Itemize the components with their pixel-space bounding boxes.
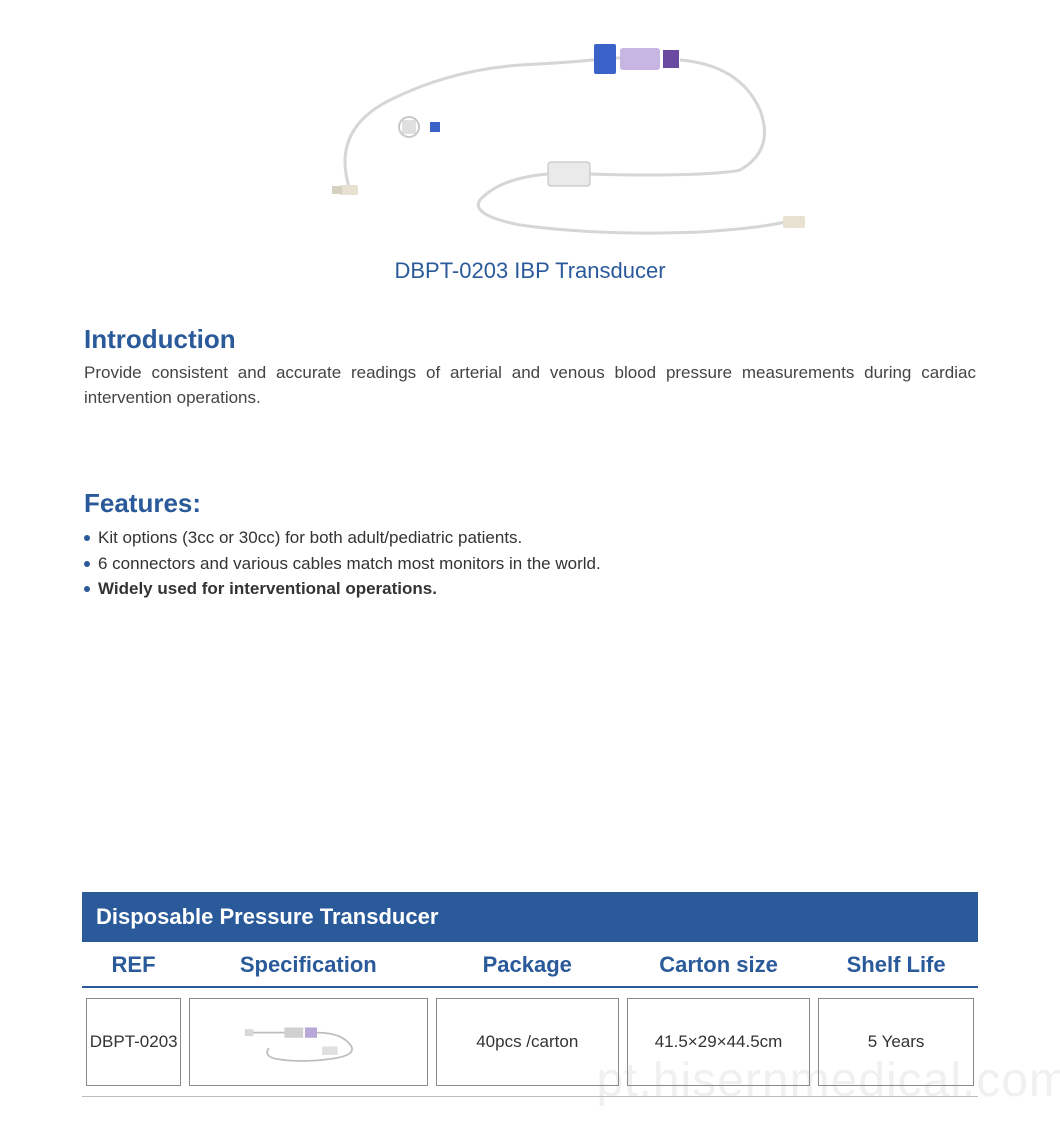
table-header-bar: Disposable Pressure Transducer [82,892,978,942]
cell-carton: 41.5×29×44.5cm [627,998,810,1086]
cell-ref: DBPT-0203 [86,998,181,1086]
feature-item: Widely used for interventional operation… [84,576,976,602]
table-column-headers: REF Specification Package Carton size Sh… [82,942,978,988]
intro-section: Introduction Provide consistent and accu… [84,324,976,410]
col-header-spec: Specification [185,952,432,978]
table-row: DBPT-0203 40pcs /carton 41.5×29×44.5cm 5… [82,988,978,1097]
features-section: Features: Kit options (3cc or 30cc) for … [84,488,976,602]
col-header-carton: Carton size [623,952,814,978]
intro-text: Provide consistent and accurate readings… [84,361,976,410]
product-image [180,10,880,250]
feature-item: 6 connectors and various cables match mo… [84,551,976,577]
col-header-package: Package [432,952,623,978]
features-list: Kit options (3cc or 30cc) for both adult… [84,525,976,602]
col-header-shelf: Shelf Life [814,952,978,978]
spec-table: Disposable Pressure Transducer REF Speci… [82,892,978,1097]
intro-title: Introduction [84,324,976,355]
feature-item: Kit options (3cc or 30cc) for both adult… [84,525,976,551]
product-caption: DBPT-0203 IBP Transducer [0,258,1060,284]
cell-shelf: 5 Years [818,998,974,1086]
col-header-ref: REF [82,952,185,978]
cell-package: 40pcs /carton [436,998,619,1086]
features-title: Features: [84,488,976,519]
cell-spec-image [189,998,427,1086]
